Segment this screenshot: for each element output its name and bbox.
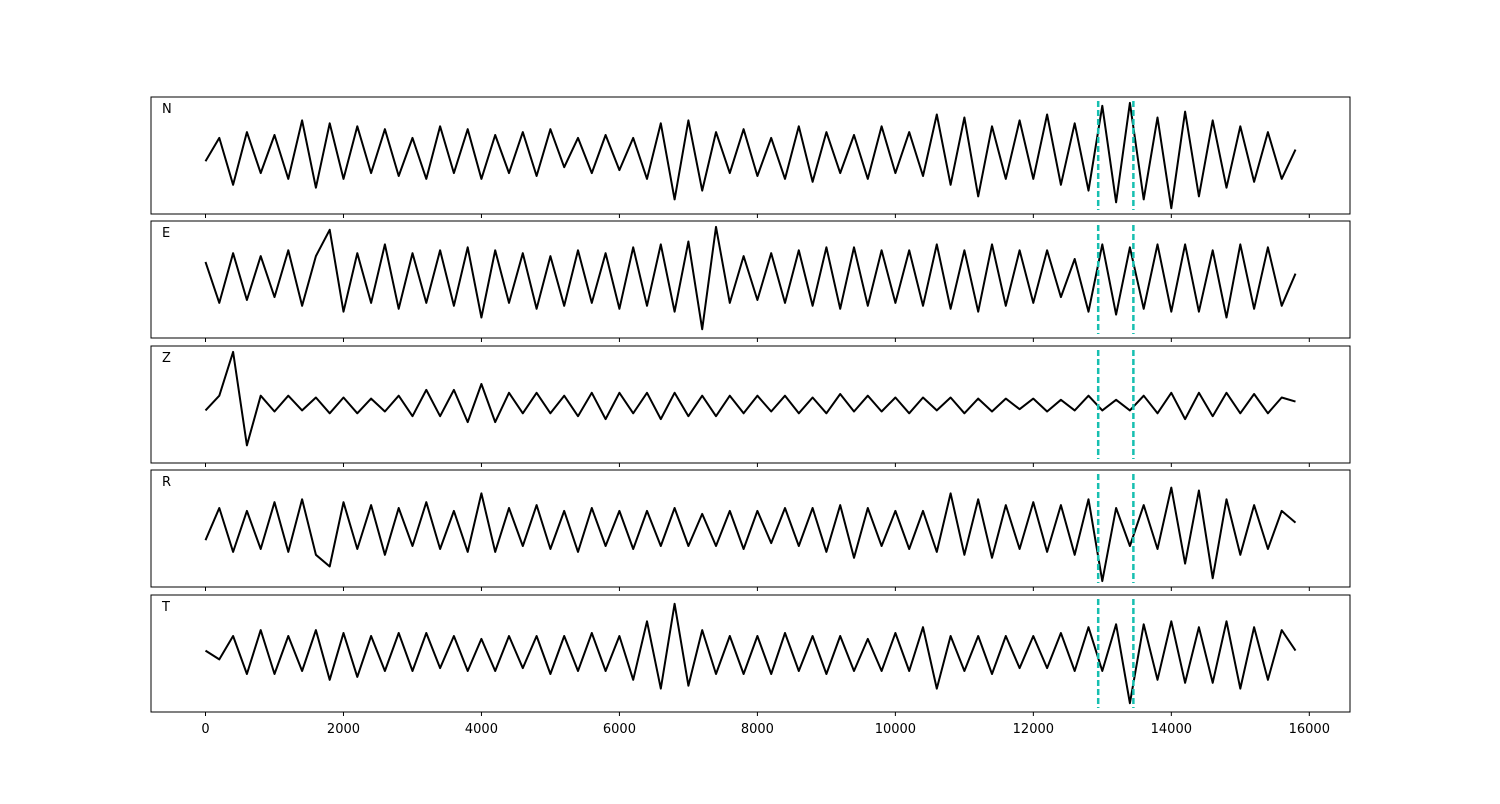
panel-label: R — [162, 475, 171, 490]
x-tick-label: 16000 — [1289, 722, 1330, 737]
panel-frame — [150, 345, 1351, 464]
trace — [204, 225, 1297, 331]
x-tick-label: 6000 — [603, 722, 636, 737]
panel-label: T — [161, 600, 170, 615]
x-tick-label: 14000 — [1151, 722, 1192, 737]
x-tick-label: 10000 — [875, 722, 916, 737]
trace — [204, 350, 1296, 447]
x-tick-label: 0 — [201, 722, 209, 737]
x-tick-label: 2000 — [327, 722, 360, 737]
panel-label: Z — [162, 351, 171, 366]
panel-frame — [150, 220, 1351, 339]
panel-frame — [150, 469, 1351, 588]
x-tick-label: 12000 — [1013, 722, 1054, 737]
panel-frame — [150, 594, 1351, 713]
trace — [204, 101, 1297, 210]
trace — [204, 486, 1297, 583]
x-tick-label: 4000 — [465, 722, 498, 737]
panel-label: E — [162, 226, 170, 241]
trace — [204, 602, 1297, 705]
panel-label: N — [162, 102, 172, 117]
panel-frame — [150, 96, 1351, 215]
x-tick-label: 8000 — [741, 722, 774, 737]
